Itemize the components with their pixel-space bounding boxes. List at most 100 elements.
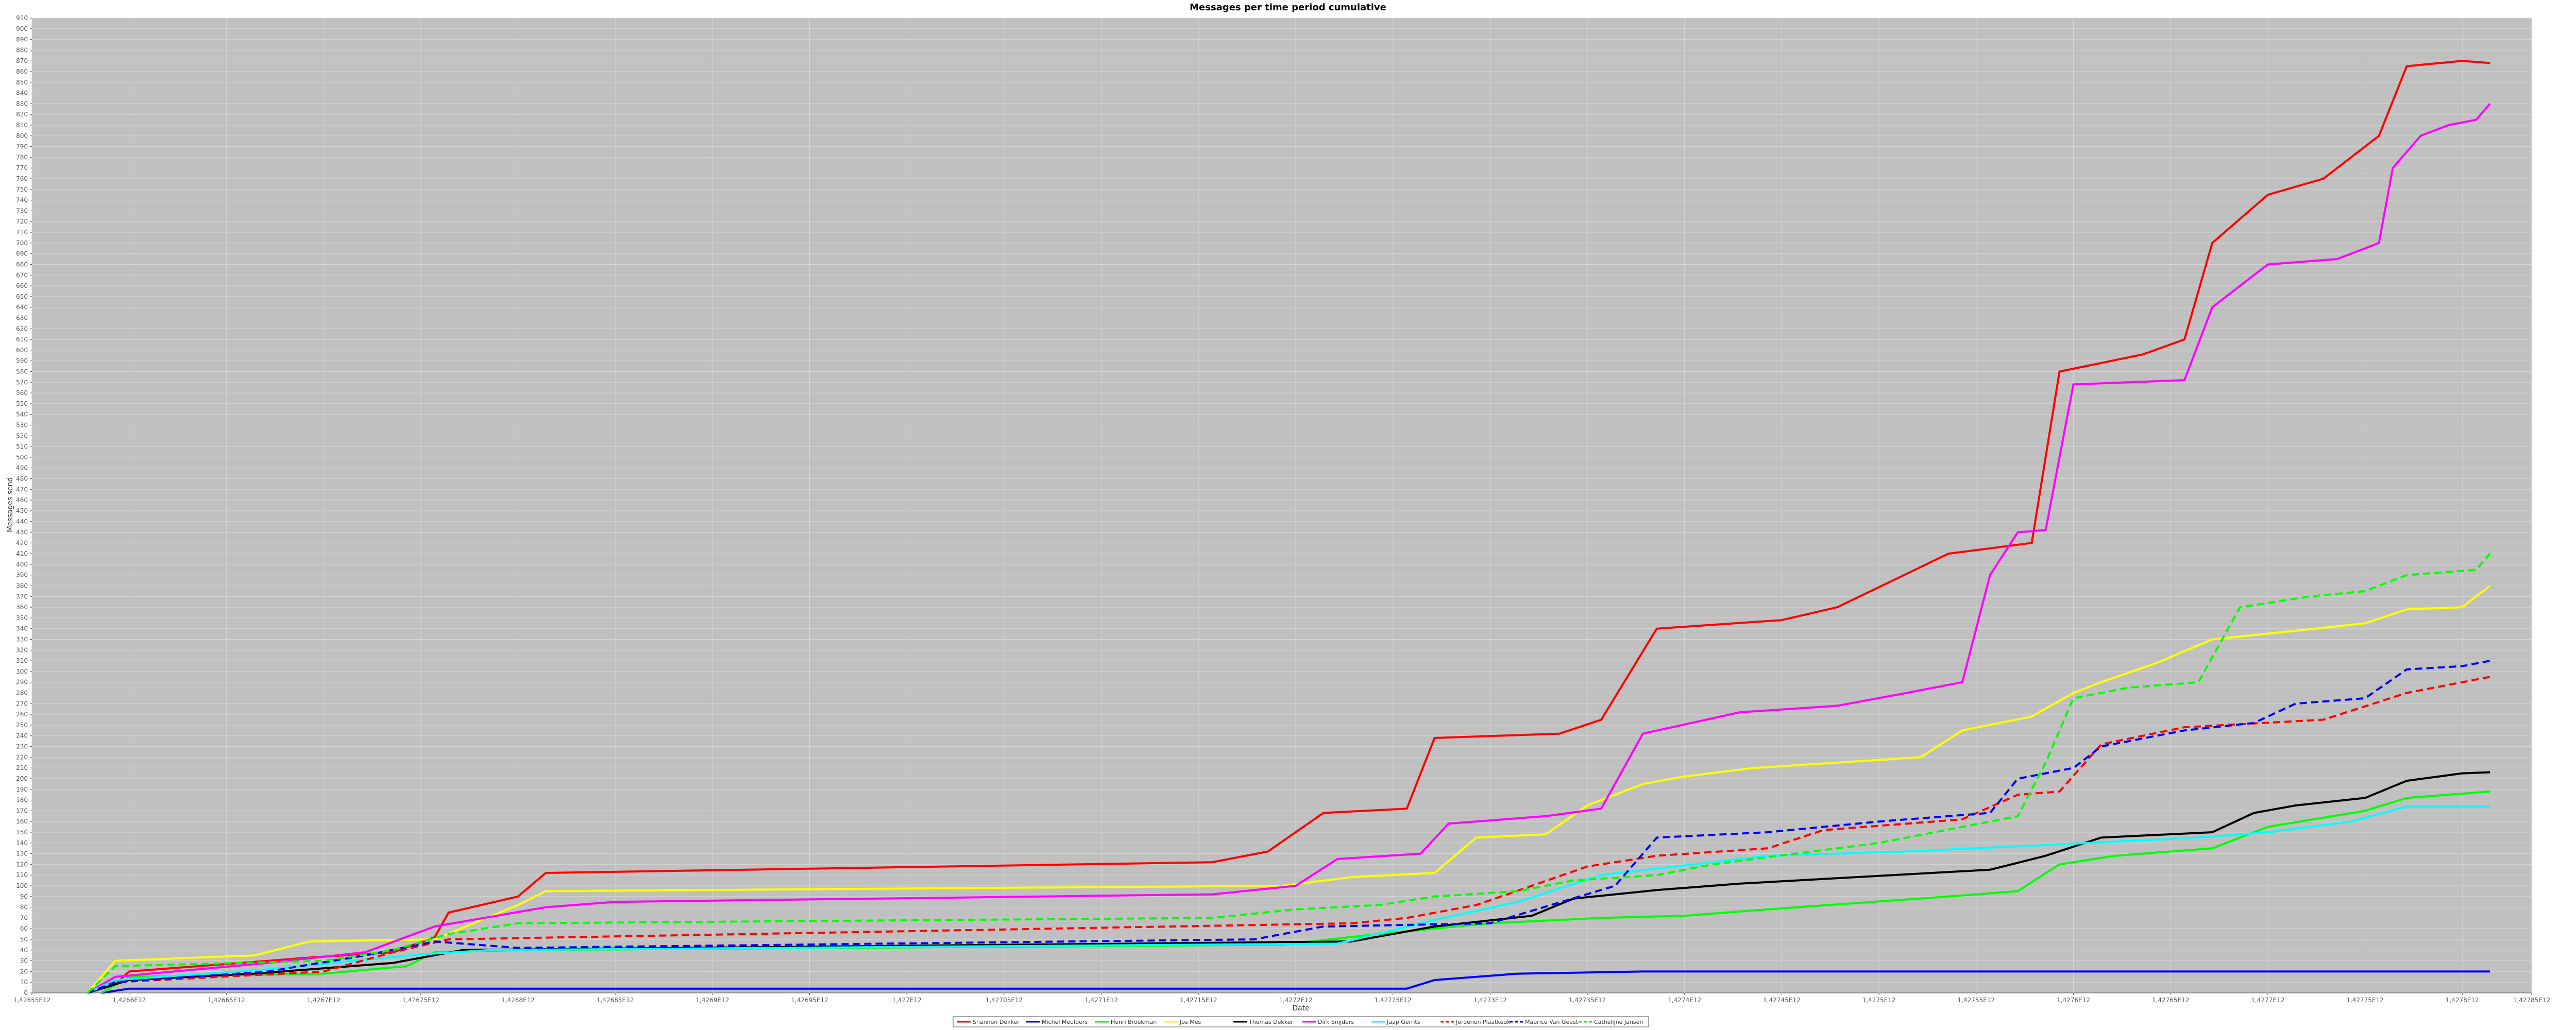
y-tick-label: 170 (16, 807, 28, 814)
y-tick-label: 600 (16, 347, 28, 354)
y-tick-label: 280 (16, 690, 28, 697)
y-tick-label: 450 (16, 507, 28, 514)
x-tick-label: 1,42765E12 (2152, 997, 2189, 1004)
legend-label: Maurice Van Geest (1525, 1019, 1579, 1025)
series-lines (87, 60, 2491, 994)
y-tick-label: 530 (16, 421, 28, 428)
x-tick-label: 1,42785E12 (2513, 997, 2550, 1004)
y-tick-label: 790 (16, 143, 28, 150)
y-tick-label: 800 (16, 132, 28, 140)
x-tick-label: 1,4266E12 (112, 997, 146, 1004)
y-axis-label: Messages send (6, 477, 14, 533)
y-tick-label: 490 (16, 465, 28, 472)
y-tick-label: 190 (16, 786, 28, 793)
y-tick-label: 470 (16, 486, 28, 493)
series-line-cathelijne-jansen (87, 553, 2491, 994)
legend-item: Dirk Snijders (1302, 1019, 1354, 1025)
chart-title: Messages per time period cumulative (1190, 2, 1386, 13)
legend-label: Jeroenen Plaatkeuk (1455, 1019, 1511, 1025)
y-tick-label: 350 (16, 614, 28, 622)
y-tick-label: 440 (16, 518, 28, 525)
y-tick-label: 620 (16, 325, 28, 332)
grid-lines (31, 18, 2532, 993)
y-tick-label: 460 (16, 496, 28, 504)
y-tick-label: 860 (16, 68, 28, 75)
y-tick-label: 390 (16, 572, 28, 579)
y-tick-label: 730 (16, 207, 28, 214)
x-tick-label: 1,42675E12 (402, 997, 439, 1004)
y-tick-label: 830 (16, 100, 28, 107)
y-tick-label: 220 (16, 753, 28, 761)
legend-item: Cathelijne Jansen (1579, 1019, 1643, 1025)
y-tick-label: 430 (16, 529, 28, 536)
y-tick-label: 130 (16, 850, 28, 857)
y-tick-label: 210 (16, 764, 28, 771)
legend-item: Jeroenen Plaatkeuk (1440, 1019, 1511, 1025)
legend-item: Jos Mes (1164, 1019, 1201, 1025)
x-tick-label: 1,4273E12 (1473, 997, 1507, 1004)
legend-box (953, 1016, 1649, 1027)
legend-label: Henri Broekman (1111, 1019, 1157, 1025)
y-tick-label: 850 (16, 79, 28, 86)
y-tick-label: 300 (16, 668, 28, 675)
y-tick-label: 880 (16, 46, 28, 54)
y-tick-label: 400 (16, 561, 28, 568)
series-line-thomas-dekker (87, 771, 2490, 994)
y-tick-label: 630 (16, 314, 28, 321)
y-tick-label: 670 (16, 271, 28, 279)
x-tick-label: 1,42745E12 (1763, 997, 1800, 1004)
y-tick-label: 610 (16, 336, 28, 343)
legend-label: Michel Meulders (1042, 1019, 1088, 1025)
y-tick-label: 370 (16, 593, 28, 600)
y-tick-label: 160 (16, 818, 28, 825)
y-tick-label: 50 (20, 936, 28, 943)
legend-item: Henri Broekman (1095, 1019, 1157, 1025)
series-line-dirk-snijders (87, 103, 2491, 994)
legend-item: Jaap Gerrits (1371, 1019, 1420, 1025)
y-tick-label: 70 (20, 914, 28, 921)
x-tick-label: 1,4276E12 (2057, 997, 2090, 1004)
y-tick-label: 10 (20, 978, 28, 986)
y-tick-label: 780 (16, 153, 28, 161)
y-tick-label: 410 (16, 550, 28, 557)
x-tick-label: 1,42705E12 (986, 997, 1023, 1004)
x-tick-label: 1,42665E12 (208, 997, 245, 1004)
y-tick-label: 580 (16, 368, 28, 375)
y-tick-label: 330 (16, 636, 28, 643)
y-tick-label: 700 (16, 239, 28, 247)
y-tick-label: 310 (16, 657, 28, 664)
legend: Shannon Dekker Michel Meulders Henri Broek… (953, 1016, 1649, 1027)
y-tick-label: 750 (16, 186, 28, 193)
y-axis-ticks: 0 10 20 30 40 50 60 70 80 90 100 110 120 130 140 150 160… (16, 14, 32, 997)
x-tick-label: 1,42735E12 (1569, 997, 1606, 1004)
x-tick-label: 1,4275E12 (1862, 997, 1896, 1004)
legend-item: Michel Meulders (1026, 1019, 1088, 1025)
legend-item: Shannon Dekker (957, 1019, 1020, 1025)
y-tick-label: 650 (16, 293, 28, 300)
legend-item: Maurice Van Geest (1510, 1019, 1579, 1025)
y-tick-label: 500 (16, 454, 28, 461)
y-tick-label: 230 (16, 743, 28, 750)
y-tick-label: 100 (16, 882, 28, 889)
x-tick-label: 1,4268E12 (501, 997, 535, 1004)
y-tick-label: 140 (16, 839, 28, 847)
y-tick-label: 540 (16, 411, 28, 418)
y-tick-label: 590 (16, 357, 28, 365)
x-tick-label: 1,42685E12 (597, 997, 634, 1004)
y-tick-label: 870 (16, 57, 28, 64)
x-tick-label: 1,42715E12 (1180, 997, 1217, 1004)
x-tick-label: 1,4271E12 (1084, 997, 1118, 1004)
y-tick-label: 0 (24, 989, 28, 997)
x-tick-label: 1,427E12 (892, 997, 922, 1004)
y-tick-label: 550 (16, 400, 28, 407)
y-tick-label: 810 (16, 122, 28, 129)
y-tick-label: 250 (16, 722, 28, 729)
series-line-maurice-van-geest (87, 660, 2490, 994)
y-tick-label: 560 (16, 389, 28, 397)
x-tick-label: 1,4277E12 (2251, 997, 2284, 1004)
y-tick-label: 680 (16, 261, 28, 268)
y-tick-label: 80 (20, 904, 28, 911)
y-tick-label: 760 (16, 175, 28, 182)
y-tick-label: 910 (16, 14, 28, 22)
y-tick-label: 150 (16, 829, 28, 836)
